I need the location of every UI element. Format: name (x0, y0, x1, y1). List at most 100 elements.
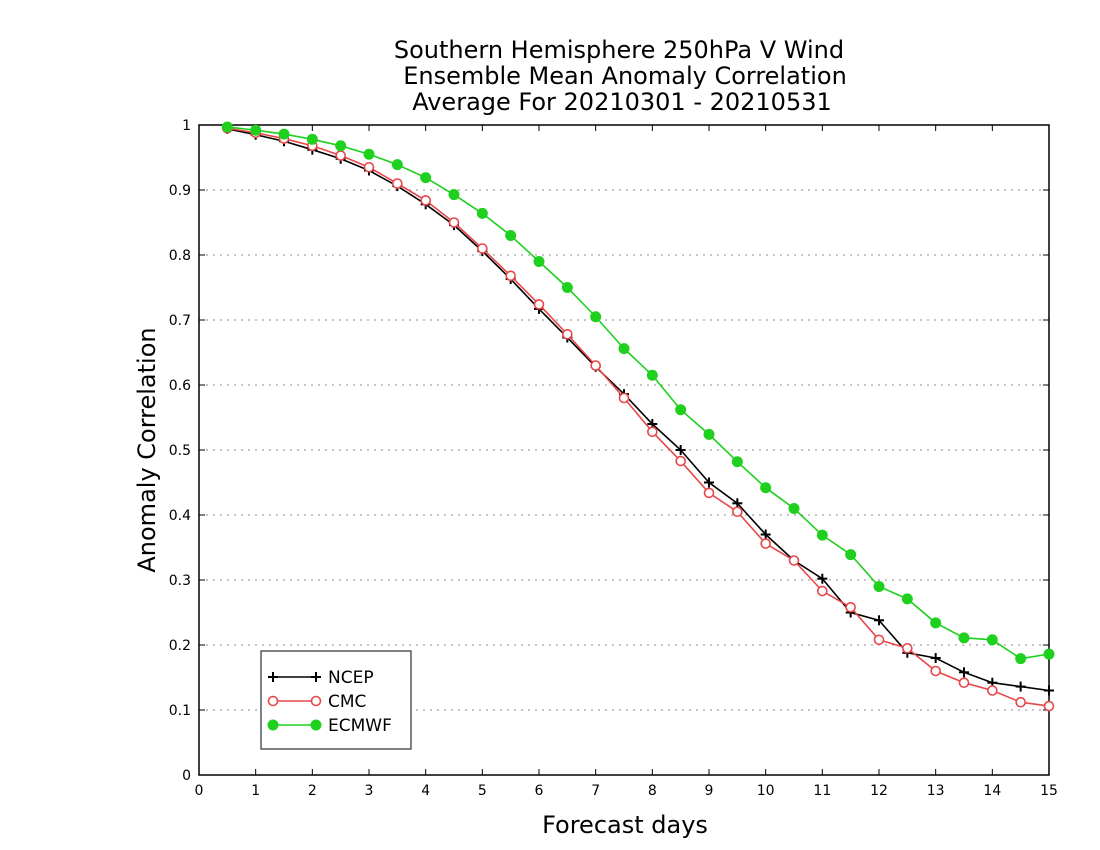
data-point-ecmwf (731, 456, 743, 468)
data-point-ncep (1044, 685, 1054, 696)
series-line-ncep (227, 128, 1050, 692)
data-point-cmc (703, 487, 715, 499)
data-point-ecmwf (476, 207, 488, 219)
series-line-cmc (227, 127, 1050, 707)
data-point-ncep (675, 445, 686, 455)
data-point-cmc (420, 195, 431, 206)
x-axis-label: Forecast days (542, 811, 708, 839)
data-point-ecmwf (958, 632, 970, 644)
y-tick-label: 0.8 (169, 248, 191, 264)
data-point-ecmwf (703, 428, 715, 440)
title-line-1: Southern Hemisphere 250hPa V Wind (394, 36, 844, 64)
y-tick-label: 1 (182, 118, 191, 134)
x-tick-label: 15 (1040, 783, 1058, 799)
data-point-ecmwf (901, 593, 913, 605)
legend-item-ecmwf: ECMWF (267, 716, 392, 736)
data-point-ecmwf (420, 172, 432, 184)
data-point-ecmwf (448, 189, 460, 201)
data-point-ecmwf (675, 404, 687, 416)
data-point-cmc (647, 426, 658, 438)
data-point-ecmwf (278, 128, 290, 140)
y-tick-label: 0.2 (169, 638, 191, 654)
legend-marker (310, 719, 322, 731)
data-point-cmc (448, 217, 460, 228)
x-tick-label: 3 (365, 783, 374, 799)
legend-label: CMC (328, 692, 366, 712)
legend-label: ECMWF (328, 716, 392, 736)
data-point-ncep (930, 653, 941, 663)
data-point-ncep (704, 477, 714, 488)
x-tick-label: 8 (648, 783, 657, 799)
data-point-ncep (760, 529, 771, 540)
title-line-3: Average For 20210301 - 20210531 (412, 88, 832, 116)
series-ncep (222, 123, 1054, 696)
data-point-ecmwf (391, 159, 403, 171)
data-point-ecmwf (845, 549, 857, 561)
data-point-ecmwf (760, 482, 772, 494)
series-layer (221, 121, 1055, 712)
data-point-cmc (873, 634, 885, 646)
x-tick-label: 11 (813, 783, 831, 799)
y-tick-label: 0 (182, 768, 191, 784)
data-point-cmc (335, 150, 346, 161)
data-point-ecmwf (505, 230, 517, 241)
data-point-cmc (1043, 700, 1055, 712)
axis-ticks: 00.10.20.30.40.50.60.70.80.910 1 2 3 4 5 6 7 8 9 1… (169, 118, 1058, 799)
data-point-cmc (732, 506, 743, 518)
y-tick-label: 0.9 (169, 183, 191, 199)
data-point-ecmwf (250, 124, 262, 136)
legend-item-cmc: CMC (267, 692, 366, 712)
legend-box (260, 650, 412, 750)
series-line-ecmwf (227, 126, 1050, 660)
data-point-ecmwf (306, 133, 318, 145)
data-point-ncep (1015, 681, 1026, 692)
data-point-cmc (477, 243, 488, 254)
data-point-cmc (958, 677, 970, 689)
x-tick-label: 1 (251, 783, 260, 799)
data-point-ecmwf (335, 140, 347, 152)
x-tick-label: 10 (757, 783, 775, 799)
data-point-ecmwf (618, 343, 630, 355)
data-point-ecmwf (561, 282, 573, 293)
legend-marker (311, 672, 321, 682)
y-tick-label: 0.1 (169, 703, 191, 719)
data-point-ecmwf (788, 503, 800, 514)
y-tick-label: 0.7 (169, 313, 191, 329)
x-tick-label: 2 (308, 783, 317, 799)
data-point-cmc (788, 555, 800, 566)
data-point-ecmwf (930, 617, 942, 629)
legend-marker (268, 672, 278, 682)
data-point-ecmwf (816, 529, 828, 541)
legend: NCEP CMC ECMWF (260, 650, 412, 750)
data-point-cmc (363, 161, 375, 173)
x-tick-label: 5 (478, 783, 487, 799)
legend-marker (267, 695, 279, 707)
data-point-ecmwf (873, 581, 885, 592)
legend-label: NCEP (328, 668, 374, 688)
data-point-cmc (675, 455, 686, 467)
y-tick-label: 0.5 (169, 443, 191, 459)
chart-title: Southern Hemisphere 250hPa V Wind Ensemb… (394, 36, 847, 116)
y-axis-label: Anomaly Correlation (133, 327, 161, 572)
series-ecmwf (221, 121, 1055, 665)
data-point-ecmwf (1015, 653, 1027, 665)
data-point-cmc (618, 392, 630, 404)
data-point-ecmwf (363, 148, 375, 160)
data-point-cmc (1015, 696, 1026, 708)
x-tick-label: 14 (983, 783, 1001, 799)
data-point-ecmwf (590, 311, 602, 323)
x-tick-label: 13 (927, 783, 945, 799)
data-point-ncep (817, 573, 828, 584)
data-point-ecmwf (646, 369, 658, 381)
x-tick-label: 12 (870, 783, 888, 799)
x-tick-label: 9 (705, 783, 714, 799)
data-point-cmc (930, 665, 941, 677)
x-tick-label: 6 (535, 783, 544, 799)
legend-marker (267, 719, 279, 731)
data-point-cmc (505, 270, 516, 282)
data-point-cmc (533, 299, 545, 310)
y-tick-label: 0.4 (169, 508, 191, 524)
data-point-ecmwf (986, 634, 998, 646)
data-point-ecmwf (533, 256, 545, 267)
